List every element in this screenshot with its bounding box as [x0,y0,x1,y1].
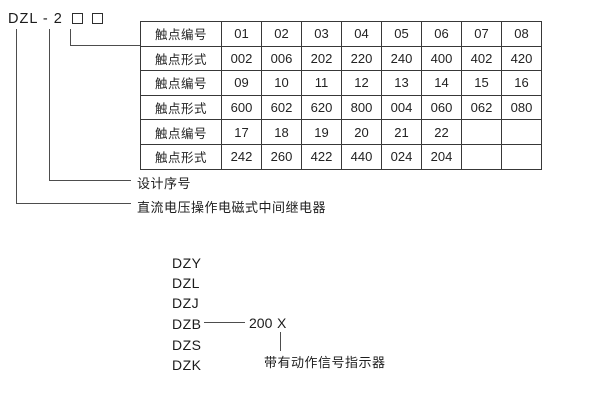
row-label-cell: 触点形式 [140,94,222,121]
value-cell: 11 [301,70,342,96]
connector-hline-serial [49,180,131,181]
dzb-suffix-number: 200 [249,315,273,331]
value-cell: 440 [341,143,382,170]
value-cell: 204 [421,143,462,170]
value-cell: 08 [501,21,542,47]
value-cell: 17 [221,119,262,145]
indicator-vline [280,332,281,351]
value-cell: 242 [221,143,262,170]
value-cell: 260 [261,143,302,170]
row-label-cell: 触点编号 [140,21,222,47]
value-cell: 402 [461,45,502,72]
value-cell: 06 [421,21,462,47]
series-item-dzl: DZL [172,275,200,291]
value-cell: 420 [501,45,542,72]
value-cell: 024 [381,143,422,170]
value-cell: 07 [461,21,502,47]
value-cell: 18 [261,119,302,145]
value-cell: 004 [381,94,422,121]
series-item-dzb: DZB [172,316,202,332]
value-cell: 02 [261,21,302,47]
value-cell: 15 [461,70,502,96]
model-code: DZL - 2 [8,11,103,27]
value-cell: 600 [221,94,262,121]
table-row: 触点编号 09 10 11 12 13 14 15 16 [140,70,542,96]
value-cell: 202 [301,45,342,72]
model-code-text: DZL - 2 [8,11,63,27]
value-cell: 400 [421,45,462,72]
connector-vline-description [16,29,17,204]
row-label-cell: 触点形式 [140,143,222,170]
placeholder-box-1 [71,12,83,24]
connector-hline-contact [70,45,141,46]
value-cell [461,143,502,170]
value-cell: 12 [341,70,382,96]
callout-design-serial: 设计序号 [137,176,192,191]
value-cell: 060 [421,94,462,121]
table-row: 触点形式 242 260 422 440 024 204 [140,143,542,170]
connector-vline-contact [70,29,71,46]
value-cell: 800 [341,94,382,121]
value-cell: 22 [421,119,462,145]
value-cell: 602 [261,94,302,121]
table-row: 触点编号 01 02 03 04 05 06 07 08 [140,21,542,47]
table-row: 触点形式 600 602 620 800 004 060 062 080 [140,94,542,121]
value-cell [461,119,502,145]
value-cell: 080 [501,94,542,121]
value-cell: 21 [381,119,422,145]
value-cell: 006 [261,45,302,72]
value-cell: 03 [301,21,342,47]
callout-relay-description: 直流电压操作电磁式中间继电器 [137,200,327,215]
value-cell [501,119,542,145]
value-cell: 240 [381,45,422,72]
connector-hline-description [16,203,131,204]
value-cell: 14 [421,70,462,96]
value-cell: 05 [381,21,422,47]
value-cell [501,143,542,170]
value-cell: 16 [501,70,542,96]
value-cell: 04 [341,21,382,47]
value-cell: 20 [341,119,382,145]
row-label-cell: 触点编号 [140,70,222,96]
value-cell: 19 [301,119,342,145]
contact-table: 触点编号 01 02 03 04 05 06 07 08 触点形式 002 00… [140,21,542,170]
value-cell: 01 [221,21,262,47]
series-item-dzj: DZJ [172,295,200,311]
dzb-suffix-letter: X [277,315,287,331]
value-cell: 422 [301,143,342,170]
value-cell: 062 [461,94,502,121]
table-row: 触点形式 002 006 202 220 240 400 402 420 [140,45,542,72]
value-cell: 10 [261,70,302,96]
dzb-suffix-hline [204,322,245,323]
value-cell: 002 [221,45,262,72]
series-item-dzy: DZY [172,255,202,271]
row-label-cell: 触点编号 [140,119,222,145]
series-item-dzk: DZK [172,357,202,373]
series-item-dzs: DZS [172,337,202,353]
value-cell: 13 [381,70,422,96]
value-cell: 220 [341,45,382,72]
table-row: 触点编号 17 18 19 20 21 22 [140,119,542,145]
row-label-cell: 触点形式 [140,45,222,72]
value-cell: 09 [221,70,262,96]
indicator-note: 带有动作信号指示器 [264,355,386,370]
connector-vline-serial [49,29,50,181]
placeholder-box-2 [91,12,103,24]
value-cell: 620 [301,94,342,121]
